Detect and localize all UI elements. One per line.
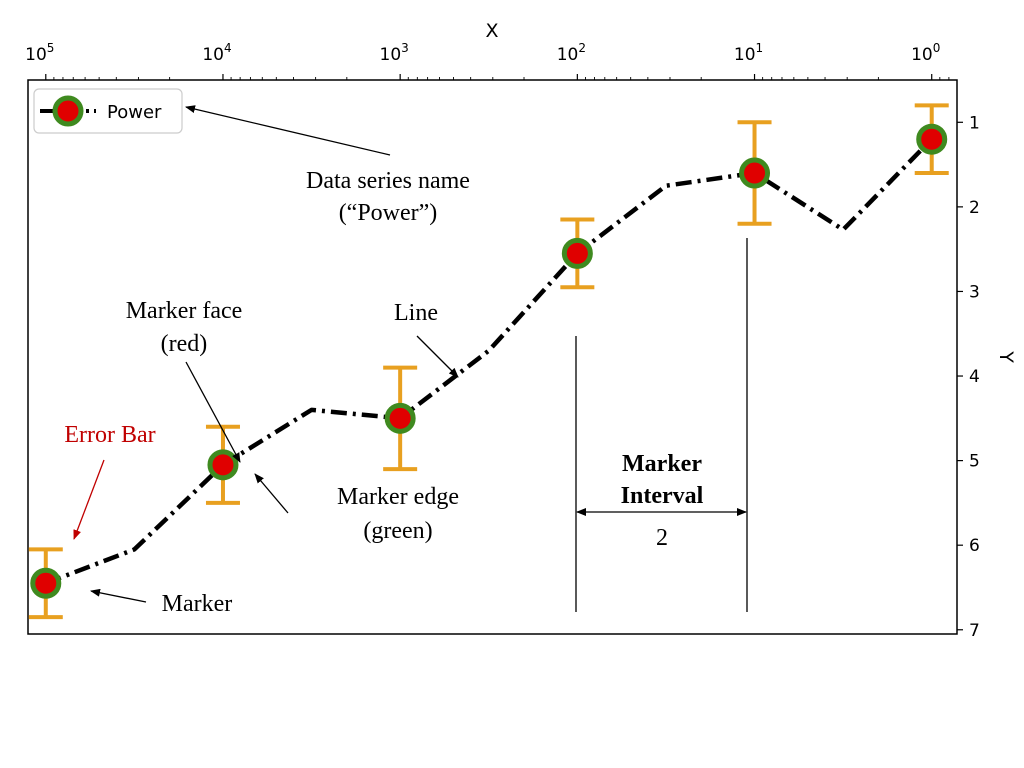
interval-label-1: Marker	[622, 451, 702, 477]
annotation-marker-edge: Marker edge (green)	[254, 473, 459, 544]
y-tick-label: 5	[969, 452, 980, 472]
marker-arrow	[90, 588, 147, 603]
marker-face-arrow	[185, 361, 241, 463]
x-tick-label: 102	[557, 41, 586, 65]
line-label: Line	[394, 300, 438, 326]
annotation-marker: Marker	[90, 588, 233, 617]
y-axis-title: Y	[995, 350, 1017, 363]
error-bar-label: Error Bar	[64, 422, 155, 448]
x-tick-label: 105	[25, 41, 54, 65]
errorbar-group	[28, 103, 949, 620]
data-marker	[916, 123, 948, 155]
x-tick-label: 104	[202, 41, 231, 65]
data-marker	[384, 402, 416, 434]
marker-edge-label-2: (green)	[363, 518, 432, 544]
marker-edge-label-1: Marker edge	[337, 484, 459, 510]
annotation-series-name: Data series name (“Power”)	[185, 105, 470, 226]
y-tick-label: 6	[969, 536, 980, 556]
y-tick-label: 2	[969, 198, 980, 218]
series-name-arrow	[185, 105, 391, 156]
legend: Power	[33, 88, 183, 134]
x-tick-label: 100	[911, 41, 940, 65]
data-marker	[561, 237, 593, 269]
interval-value: 2	[656, 525, 668, 551]
y-axis-ticks: 1 2 3 4 5 6 7	[957, 113, 980, 641]
annotation-marker-face: Marker face (red)	[126, 298, 243, 463]
y-tick-label: 3	[969, 282, 980, 302]
error-bar-arrow	[73, 459, 105, 540]
annotation-error-bar: Error Bar	[64, 422, 156, 540]
x-axis-title: X	[485, 20, 498, 42]
annotation-marker-interval: Marker Interval 2	[575, 238, 748, 612]
data-marker	[30, 567, 62, 599]
series-line-group	[44, 137, 934, 586]
x-axis-ticks: 105 104 103 102 101 100	[25, 41, 950, 80]
data-marker	[207, 449, 239, 481]
y-tick-label: 7	[969, 621, 980, 641]
x-tick-label: 103	[380, 41, 409, 65]
y-tick-label: 4	[969, 367, 980, 387]
plot-frame	[27, 79, 958, 635]
series-name-label-2: (“Power”)	[339, 200, 438, 226]
legend-label: Power	[107, 102, 162, 123]
marker-label: Marker	[162, 591, 233, 617]
interval-label-2: Interval	[621, 483, 704, 509]
series-line	[44, 137, 934, 586]
annotation-line: Line	[394, 300, 459, 378]
y-tick-label: 1	[969, 113, 980, 133]
legend-marker	[52, 95, 84, 127]
marker-edge-arrow	[254, 473, 289, 514]
line-arrow	[416, 335, 459, 378]
series-name-label-1: Data series name	[306, 168, 470, 194]
x-tick-label: 101	[734, 41, 763, 65]
marker-face-label-1: Marker face	[126, 298, 243, 324]
data-marker	[739, 157, 771, 189]
marker-face-label-2: (red)	[161, 331, 208, 357]
marker-group	[30, 123, 948, 599]
